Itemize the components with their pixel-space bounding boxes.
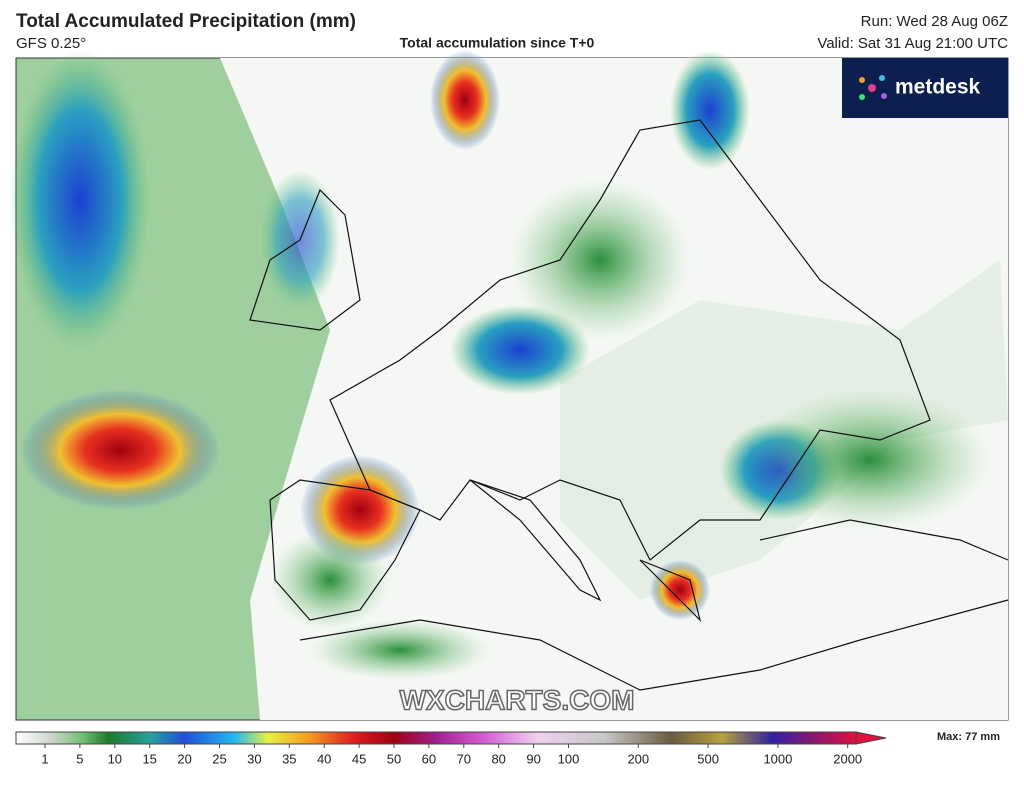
- legend-max: Max: 77 mm: [937, 731, 1000, 743]
- title: Total Accumulated Precipitation (mm): [16, 11, 356, 32]
- colorbar-arrow: [855, 731, 887, 745]
- legend-tick-label: 100: [558, 751, 580, 766]
- legend-tick-label: 10: [108, 751, 122, 766]
- legend-tick-label: 1: [41, 751, 48, 766]
- legend-tick-label: 20: [177, 751, 191, 766]
- legend-tick-label: 200: [627, 751, 649, 766]
- colorbar: [15, 731, 857, 745]
- watermark: WXCHARTS.COM: [400, 684, 635, 715]
- legend-tick-label: 30: [247, 751, 261, 766]
- legend-tick-label: 45: [352, 751, 366, 766]
- legend: Max: 77 mm 1 5 10 15 20 25 30 35 40 45 50 60 70 80 90 1…: [15, 731, 1000, 766]
- rain: [650, 560, 710, 620]
- rain: [10, 50, 150, 350]
- legend-tick-label: 25: [212, 751, 226, 766]
- legend-tick-label: 35: [282, 751, 296, 766]
- map: WXCHARTS.COM metdesk: [10, 50, 1009, 721]
- rain: [270, 530, 390, 630]
- valid: Valid: Sat 31 Aug 21:00 UTC: [817, 35, 1008, 52]
- legend-tick-label: 50: [387, 751, 401, 766]
- rain: [20, 390, 220, 510]
- rain: [310, 620, 490, 680]
- legend-tick-label: 15: [142, 751, 156, 766]
- subtitle: Total accumulation since T+0: [400, 35, 595, 51]
- legend-tick-label: 90: [526, 751, 540, 766]
- coastlines: [249, 119, 1009, 691]
- rain: [510, 180, 690, 340]
- legend-tick-label: 1000: [763, 751, 792, 766]
- logo: metdesk: [895, 76, 981, 99]
- rain: [670, 50, 750, 170]
- run: Run: Wed 28 Aug 06Z: [861, 13, 1008, 30]
- rain: [750, 390, 990, 530]
- legend-tick-label: 60: [422, 751, 436, 766]
- rain: [430, 50, 500, 150]
- model: GFS 0.25°: [16, 35, 86, 52]
- legend-tick-label: 2000: [833, 751, 862, 766]
- logo-icon: [859, 75, 887, 100]
- legend-tick-label: 40: [317, 751, 331, 766]
- legend-tick-label: 5: [76, 751, 83, 766]
- legend-tick-label: 70: [457, 751, 471, 766]
- legend-tick-label: 500: [697, 751, 719, 766]
- legend-tick-label: 80: [491, 751, 505, 766]
